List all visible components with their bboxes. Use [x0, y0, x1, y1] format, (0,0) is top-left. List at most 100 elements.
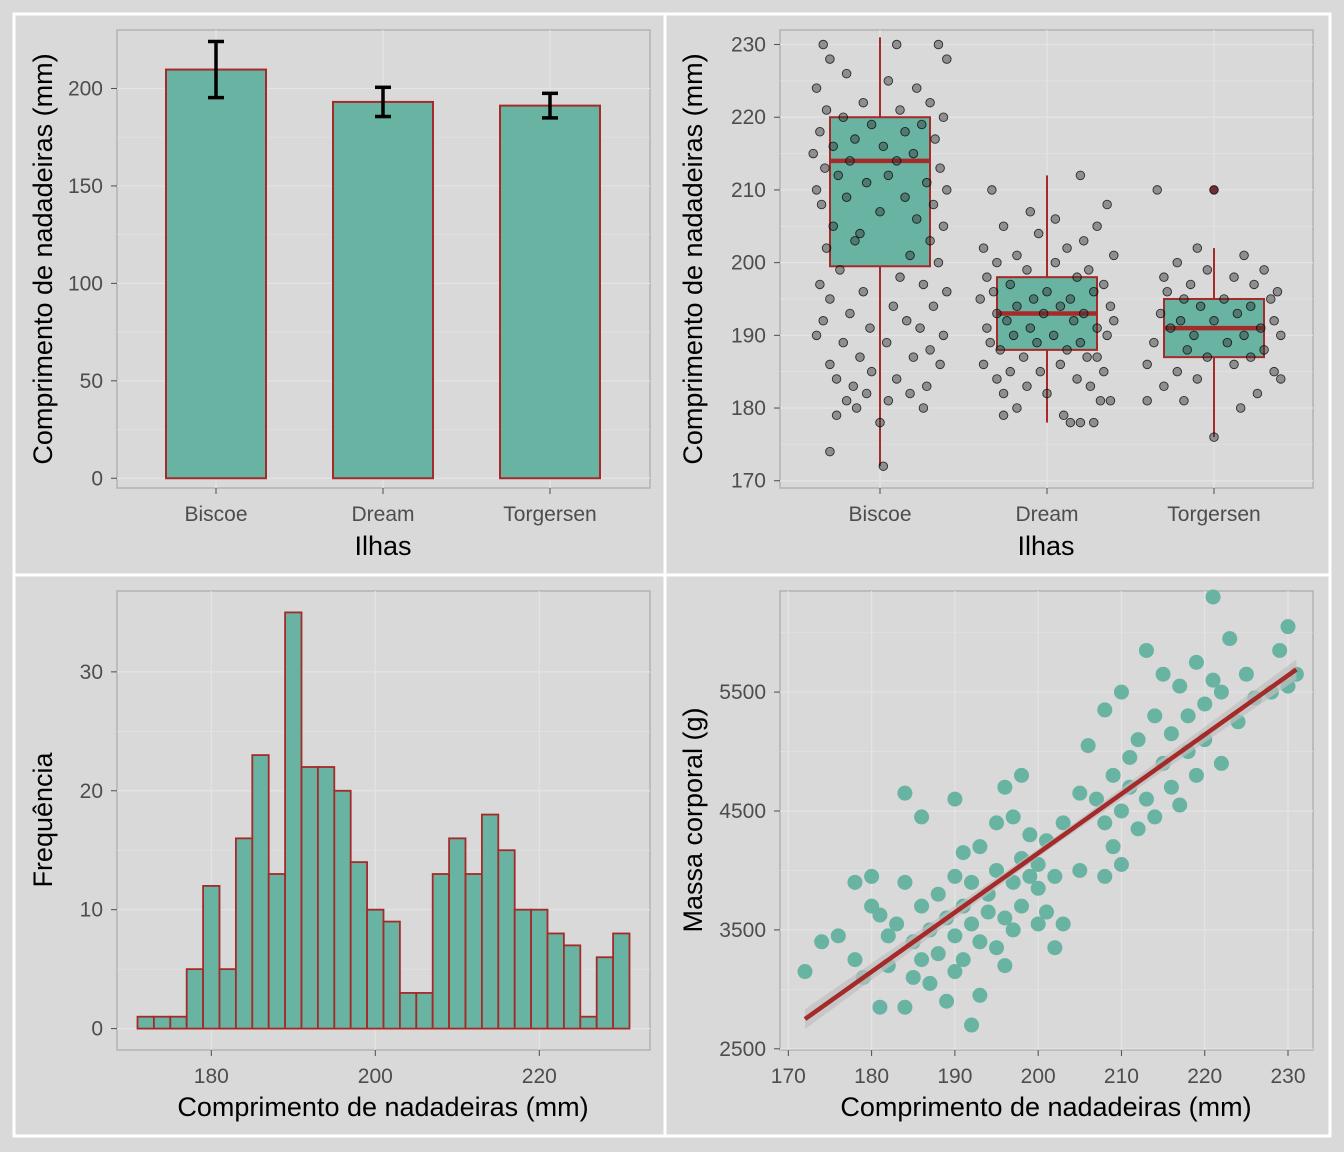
boxplot-jitter-point	[1165, 323, 1176, 333]
scatter-point	[947, 791, 963, 807]
boxplot-jitter-point	[888, 301, 899, 312]
histogram-bin	[480, 813, 500, 1030]
boxplot-jitter-point	[1072, 272, 1082, 282]
histogram-bin	[300, 766, 319, 1030]
histogram-bin	[563, 944, 582, 1030]
scatter-point	[1138, 791, 1154, 807]
scatter-point	[1105, 767, 1121, 783]
boxplot-jitter-point	[861, 177, 872, 188]
scatter-point	[897, 999, 913, 1015]
boxplot-jitter-point	[1269, 316, 1279, 326]
scatter-point	[1213, 755, 1229, 771]
scatter-point	[972, 987, 988, 1003]
histogram-y-tick-label: 10	[80, 899, 103, 922]
scatter-point	[980, 904, 996, 920]
scatter-y-tick-label: 3500	[719, 919, 766, 942]
bar-chart-bar	[165, 68, 267, 480]
scatter-point	[930, 886, 946, 902]
scatter-point	[989, 940, 1005, 956]
boxplot-jitter-point	[1062, 243, 1072, 253]
boxplot-jitter-point	[917, 119, 927, 130]
boxplot-jitter-point	[1259, 265, 1269, 275]
scatter-point	[897, 785, 913, 801]
boxplot-jitter-point	[1219, 294, 1229, 304]
boxplot-jitter-point	[975, 294, 985, 304]
boxplot-jitter-point	[982, 272, 992, 282]
scatter-point	[1047, 940, 1063, 956]
scatter-point	[897, 874, 913, 890]
boxplot-jitter-point	[1002, 316, 1012, 326]
boxplot-jitter-point	[987, 185, 997, 195]
histogram-bin	[234, 837, 254, 1030]
scatter-point	[1205, 672, 1221, 688]
histogram-bin	[136, 1015, 155, 1030]
scatter-point	[1130, 821, 1146, 837]
boxplot-y-axis-title: Comprimento de nadadeiras (mm)	[678, 53, 708, 464]
boxplot-jitter-point	[1035, 366, 1046, 377]
scatter-x-tick-label: 210	[1104, 1065, 1139, 1088]
boxplot-jitter-point	[1075, 417, 1086, 428]
boxplot-jitter-point	[1055, 359, 1066, 370]
bar-chart-ticks: 0 50 100 150 200 Biscoe Dream Torgersen	[68, 77, 597, 526]
boxplot-jitter-point	[1005, 366, 1016, 377]
boxplot-jitter-point	[821, 243, 832, 253]
bar-chart-panel: 0 50 100 150 200 Biscoe Dream Torgersen Ilhas C…	[28, 29, 651, 561]
scatter-x-axis-title: Comprimento de nadadeiras (mm)	[840, 1092, 1251, 1122]
boxplot-jitter-point	[1082, 352, 1092, 362]
boxplot-jitter-point	[998, 221, 1009, 232]
boxplot-jitter-point	[1276, 330, 1286, 341]
boxplot-jitter-point	[1149, 337, 1159, 348]
histogram-bin	[513, 908, 533, 1030]
boxplot-jitter-point	[883, 76, 894, 86]
boxplot-jitter-point	[825, 294, 835, 304]
histogram-y-tick-label: 20	[80, 780, 103, 803]
boxplot-jitter-point	[858, 97, 869, 108]
scatter-point	[1172, 678, 1188, 694]
boxplot-jitter-point	[1245, 352, 1256, 362]
boxplot-jitter-point	[1050, 214, 1061, 224]
scatter-point	[964, 916, 980, 932]
histogram-bin	[267, 873, 287, 1030]
boxplot-jitter-point	[1182, 345, 1193, 355]
boxplot-y-tick-label: 170	[731, 470, 766, 493]
boxplot-jitter-point	[883, 396, 894, 406]
boxplot-jitter-point	[1192, 374, 1203, 384]
boxplot-boxes	[808, 37, 1286, 471]
boxplot-jitter-point	[1055, 301, 1066, 312]
boxplot-jitter-point	[878, 141, 889, 152]
boxplot-jitter-point	[841, 68, 852, 79]
bar-chart-x-axis-title: Ilhas	[354, 531, 411, 561]
histogram-bin	[152, 1015, 172, 1030]
scatter-y-tick-label: 4500	[719, 800, 766, 823]
histogram-bin	[595, 956, 615, 1030]
boxplot-jitter-point	[1085, 381, 1096, 391]
boxplot-jitter-point	[922, 381, 932, 391]
scatter-point	[972, 839, 988, 855]
scatter-point	[1147, 708, 1163, 724]
boxplot-jitter-point	[911, 83, 922, 93]
scatter-point	[914, 952, 930, 968]
boxplot-jitter-point	[835, 265, 845, 275]
scatter-point	[964, 1017, 980, 1033]
histogram-y-tick-label: 0	[91, 1018, 103, 1041]
boxplot-jitter-point	[938, 112, 949, 122]
boxplot-jitter-point	[1065, 417, 1076, 428]
boxplot-jitter-point	[1102, 330, 1112, 341]
boxplot-jitter-point	[891, 39, 902, 50]
boxplot-jitter-point	[1089, 417, 1099, 428]
boxplot-jitter-point	[998, 388, 1009, 399]
boxplot-jitter-point	[1172, 366, 1183, 377]
boxplot-jitter-point	[1038, 308, 1049, 319]
bar-chart-y-axis-title: Comprimento de nadadeiras (mm)	[28, 53, 58, 464]
boxplot-jitter-point	[818, 316, 828, 326]
boxplot-jitter-point	[865, 323, 875, 333]
histogram-y-axis-title: Frequência	[28, 751, 58, 887]
scatter-point	[989, 815, 1005, 831]
scatter-point	[1163, 726, 1179, 742]
scatter-point	[1122, 749, 1138, 765]
boxplot-jitter-point	[900, 192, 910, 202]
boxplot-jitter-point	[911, 214, 922, 224]
boxplot-jitter-point	[1209, 316, 1219, 326]
boxplot-jitter-point	[891, 156, 902, 166]
boxplot-x-tick-label: Biscoe	[848, 503, 911, 526]
